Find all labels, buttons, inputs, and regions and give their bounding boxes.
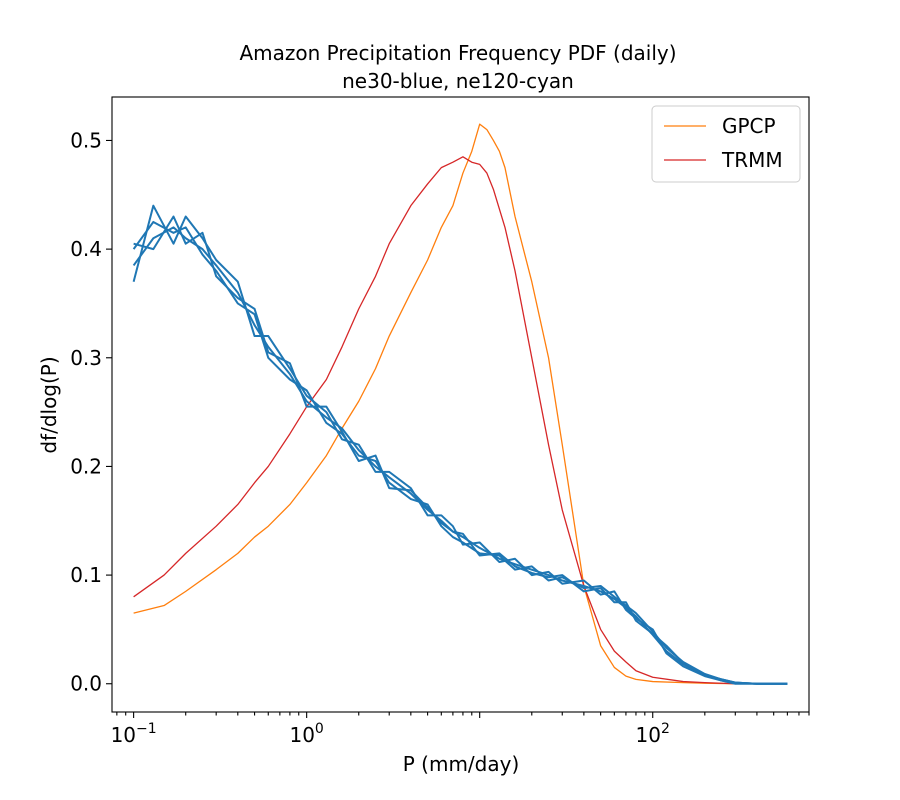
series-line-gpcp <box>133 123 788 685</box>
y-tick-label: 0.4 <box>70 237 102 261</box>
y-tick-label: 0.1 <box>70 563 102 587</box>
y-tick-label: 0.0 <box>70 672 102 696</box>
y-tick-label: 0.3 <box>70 346 102 370</box>
legend-label-gpcp: GPCP <box>722 114 776 138</box>
x-tick-label: 102 <box>636 721 670 747</box>
x-tick-label: 10−1 <box>111 721 157 747</box>
legend-box <box>651 105 801 183</box>
chart-title: Amazon Precipitation Frequency PDF (dail… <box>239 41 676 65</box>
y-axis-label: df/dlog(P) <box>37 356 61 453</box>
y-tick-label: 0.5 <box>70 128 102 152</box>
series-line-ne30-ne120-ensemble-4 <box>133 215 788 685</box>
plot-frame <box>111 96 810 713</box>
legend-label-trmm: TRMM <box>721 148 783 172</box>
series-line-trmm <box>133 156 788 685</box>
y-tick-label: 0.2 <box>70 454 102 478</box>
series-line-ne30-ne120-ensemble-3 <box>132 204 788 685</box>
x-axis-label: P (mm/day) <box>403 752 520 776</box>
chart-subtitle: ne30-blue, ne120-cyan <box>342 69 574 93</box>
ticks-layer: 0.0 0.1 0.2 0.3 0.4 0.5 10−1 100 102 <box>70 128 810 747</box>
legend: GPCP TRMM <box>651 105 801 183</box>
x-tick-label: 100 <box>289 721 323 747</box>
series-layer <box>132 123 788 685</box>
